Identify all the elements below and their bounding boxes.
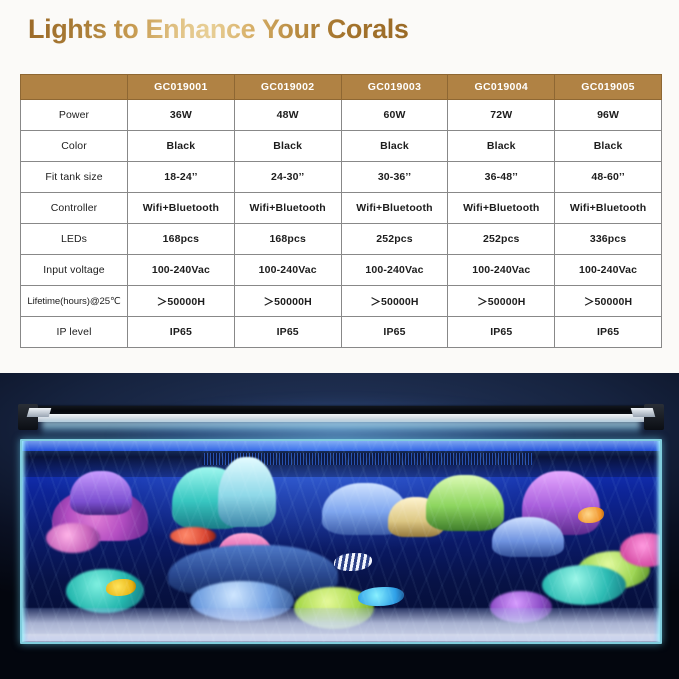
cell-fit-tank-size-gc019004: 36-48’’ (447, 161, 556, 193)
coral-staghorn-white (218, 457, 276, 527)
table-corner-cell (20, 74, 128, 100)
cell-fit-tank-size-gc019005: 48-60’’ (554, 161, 662, 193)
spec-table-head: GC019001 GC019002 GC019003 GC019004 GC01… (20, 74, 662, 100)
cell-controller-gc019004: Wifi+Bluetooth (447, 192, 556, 224)
fish-striped-center (334, 553, 372, 571)
cell-ip-level-gc019003: IP65 (340, 316, 449, 348)
cell-power-gc019003: 60W (340, 99, 449, 131)
light-bracket-cap-left (26, 408, 52, 417)
cell-input-voltage-gc019002: 100-240Vac (233, 254, 342, 286)
fish-blue-chromis-center (358, 587, 404, 606)
product-photo (0, 373, 679, 679)
fish-orange-right (578, 507, 604, 523)
table-row: Power 36W 48W 60W 72W 96W (20, 99, 662, 131)
column-header-gc019001: GC019001 (127, 74, 235, 100)
cell-leds-gc019003: 252pcs (340, 223, 449, 255)
cell-input-voltage-gc019001: 100-240Vac (127, 254, 235, 286)
tank-substrate (22, 608, 660, 642)
cell-ip-level-gc019002: IP65 (233, 316, 342, 348)
cell-lifetime-gc019002: ＞50000H (233, 285, 342, 317)
aquarium-led-light-bar (18, 404, 664, 437)
row-label-lifetime: Lifetime(hours)@25℃ (20, 285, 128, 317)
cell-lifetime-gc019003: ＞50000H (340, 285, 449, 317)
cell-controller-gc019003: Wifi+Bluetooth (340, 192, 449, 224)
cell-controller-gc019005: Wifi+Bluetooth (554, 192, 662, 224)
row-label-leds: LEDs (20, 223, 128, 255)
coral-pink-left (46, 523, 100, 553)
cell-fit-tank-size-gc019001: 18-24’’ (127, 161, 235, 193)
spec-table-body: Power 36W 48W 60W 72W 96W Color Black Bl… (20, 99, 662, 348)
cell-power-gc019001: 36W (127, 99, 235, 131)
cell-input-voltage-gc019004: 100-240Vac (447, 254, 556, 286)
cell-color-gc019003: Black (340, 130, 449, 162)
light-bracket-cap-right (630, 408, 656, 417)
reef-tank (20, 439, 662, 644)
light-bar-emission (42, 421, 640, 437)
fish-yellow-tang-left (106, 579, 136, 596)
cell-power-gc019005: 96W (554, 99, 662, 131)
table-row: Controller Wifi+Bluetooth Wifi+Bluetooth… (20, 192, 662, 224)
cell-power-gc019004: 72W (447, 99, 556, 131)
cell-ip-level-gc019001: IP65 (127, 316, 235, 348)
table-row: Input voltage 100-240Vac 100-240Vac 100-… (20, 254, 662, 286)
cell-color-gc019004: Black (447, 130, 556, 162)
cell-input-voltage-gc019003: 100-240Vac (340, 254, 449, 286)
cell-color-gc019002: Black (233, 130, 342, 162)
cell-fit-tank-size-gc019003: 30-36’’ (340, 161, 449, 193)
table-row: LEDs 168pcs 168pcs 252pcs 252pcs 336pcs (20, 223, 662, 255)
cell-controller-gc019002: Wifi+Bluetooth (233, 192, 342, 224)
row-label-input-voltage: Input voltage (20, 254, 128, 286)
coral-violet-spikes-left (70, 471, 132, 515)
cell-ip-level-gc019005: IP65 (554, 316, 662, 348)
row-label-ip-level: IP level (20, 316, 128, 348)
cell-color-gc019005: Black (554, 130, 662, 162)
table-row: IP level IP65 IP65 IP65 IP65 IP65 (20, 316, 662, 348)
cell-lifetime-gc019004: ＞50000H (447, 285, 556, 317)
row-label-color: Color (20, 130, 128, 162)
coral-acropora-green-right (426, 475, 504, 531)
cell-lifetime-gc019001: ＞50000H (127, 285, 235, 317)
row-label-fit-tank-size: Fit tank size (20, 161, 128, 193)
table-row: Color Black Black Black Black Black (20, 130, 662, 162)
coral-blue-acropora-right (492, 517, 564, 557)
spec-table-container: GC019001 GC019002 GC019003 GC019004 GC01… (20, 74, 662, 348)
column-header-gc019004: GC019004 (447, 74, 556, 100)
light-bar-diffuser (36, 414, 646, 422)
cell-leds-gc019004: 252pcs (447, 223, 556, 255)
cell-lifetime-gc019005: ＞50000H (554, 285, 662, 317)
column-header-gc019003: GC019003 (340, 74, 449, 100)
table-row: Fit tank size 18-24’’ 24-30’’ 30-36’’ 36… (20, 161, 662, 193)
cell-leds-gc019002: 168pcs (233, 223, 342, 255)
cell-color-gc019001: Black (127, 130, 235, 162)
coral-red-encrusting (170, 527, 216, 545)
page-title: Lights to Enhance Your Corals (28, 14, 409, 44)
overflow-comb (202, 453, 532, 465)
column-header-gc019002: GC019002 (233, 74, 342, 100)
row-label-power: Power (20, 99, 128, 131)
cell-leds-gc019001: 168pcs (127, 223, 235, 255)
column-header-gc019005: GC019005 (554, 74, 662, 100)
cell-controller-gc019001: Wifi+Bluetooth (127, 192, 235, 224)
cell-leds-gc019005: 336pcs (554, 223, 662, 255)
cell-ip-level-gc019004: IP65 (447, 316, 556, 348)
cell-input-voltage-gc019005: 100-240Vac (554, 254, 662, 286)
spec-table: GC019001 GC019002 GC019003 GC019004 GC01… (20, 74, 662, 348)
light-bar-housing (34, 406, 648, 415)
table-row: Lifetime(hours)@25℃ ＞50000H ＞50000H ＞500… (20, 285, 662, 317)
coral-teal-finger-right (542, 565, 626, 605)
row-label-controller: Controller (20, 192, 128, 224)
cell-fit-tank-size-gc019002: 24-30’’ (233, 161, 342, 193)
cell-power-gc019002: 48W (233, 99, 342, 131)
table-header-row: GC019001 GC019002 GC019003 GC019004 GC01… (20, 74, 662, 100)
